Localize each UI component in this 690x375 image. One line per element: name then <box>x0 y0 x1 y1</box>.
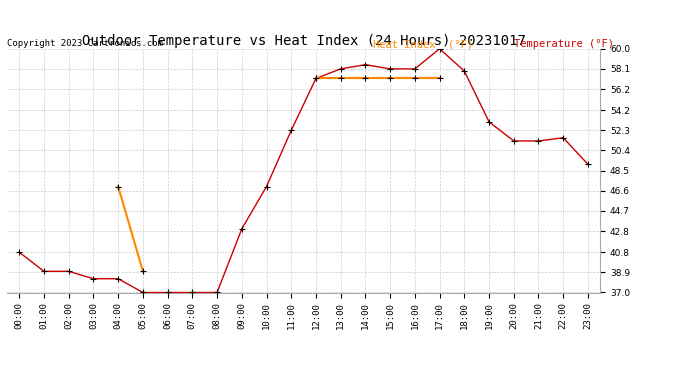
Text: Temperature (°F): Temperature (°F) <box>514 39 614 50</box>
Title: Outdoor Temperature vs Heat Index (24 Hours) 20231017: Outdoor Temperature vs Heat Index (24 Ho… <box>81 34 526 48</box>
Text: Heat Index  (°F): Heat Index (°F) <box>373 39 473 50</box>
Text: Copyright 2023 Cartronics.com: Copyright 2023 Cartronics.com <box>7 39 163 48</box>
